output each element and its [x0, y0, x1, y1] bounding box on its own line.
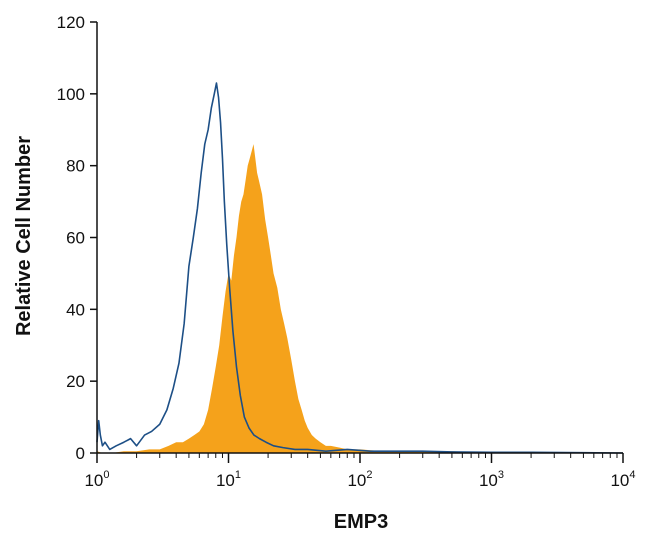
y-tick-label: 100 [57, 85, 85, 104]
filled-histogram-series [97, 144, 623, 453]
axes: 0 20 40 60 80 100 120 100 101 102 103 104 [57, 13, 636, 490]
y-ticks: 0 20 40 60 80 100 120 [57, 13, 97, 463]
y-tick-label: 120 [57, 13, 85, 32]
plot-series [96, 82, 624, 454]
outline-histogram-series [96, 82, 624, 454]
y-tick-label: 40 [66, 300, 85, 319]
x-tick-label: 100 [84, 469, 109, 490]
x-axis-title: EMP3 [334, 511, 388, 533]
y-tick-label: 80 [66, 157, 85, 176]
y-tick-label: 20 [66, 372, 85, 391]
y-tick-label: 0 [76, 444, 85, 463]
x-tick-label: 104 [610, 469, 635, 490]
x-ticks: 100 101 102 103 104 [84, 453, 636, 490]
x-tick-label: 101 [216, 469, 241, 490]
x-tick-label: 102 [347, 469, 372, 490]
y-tick-label: 60 [66, 229, 85, 248]
y-axis-title: Relative Cell Number [13, 136, 35, 336]
x-tick-label: 103 [479, 469, 504, 490]
